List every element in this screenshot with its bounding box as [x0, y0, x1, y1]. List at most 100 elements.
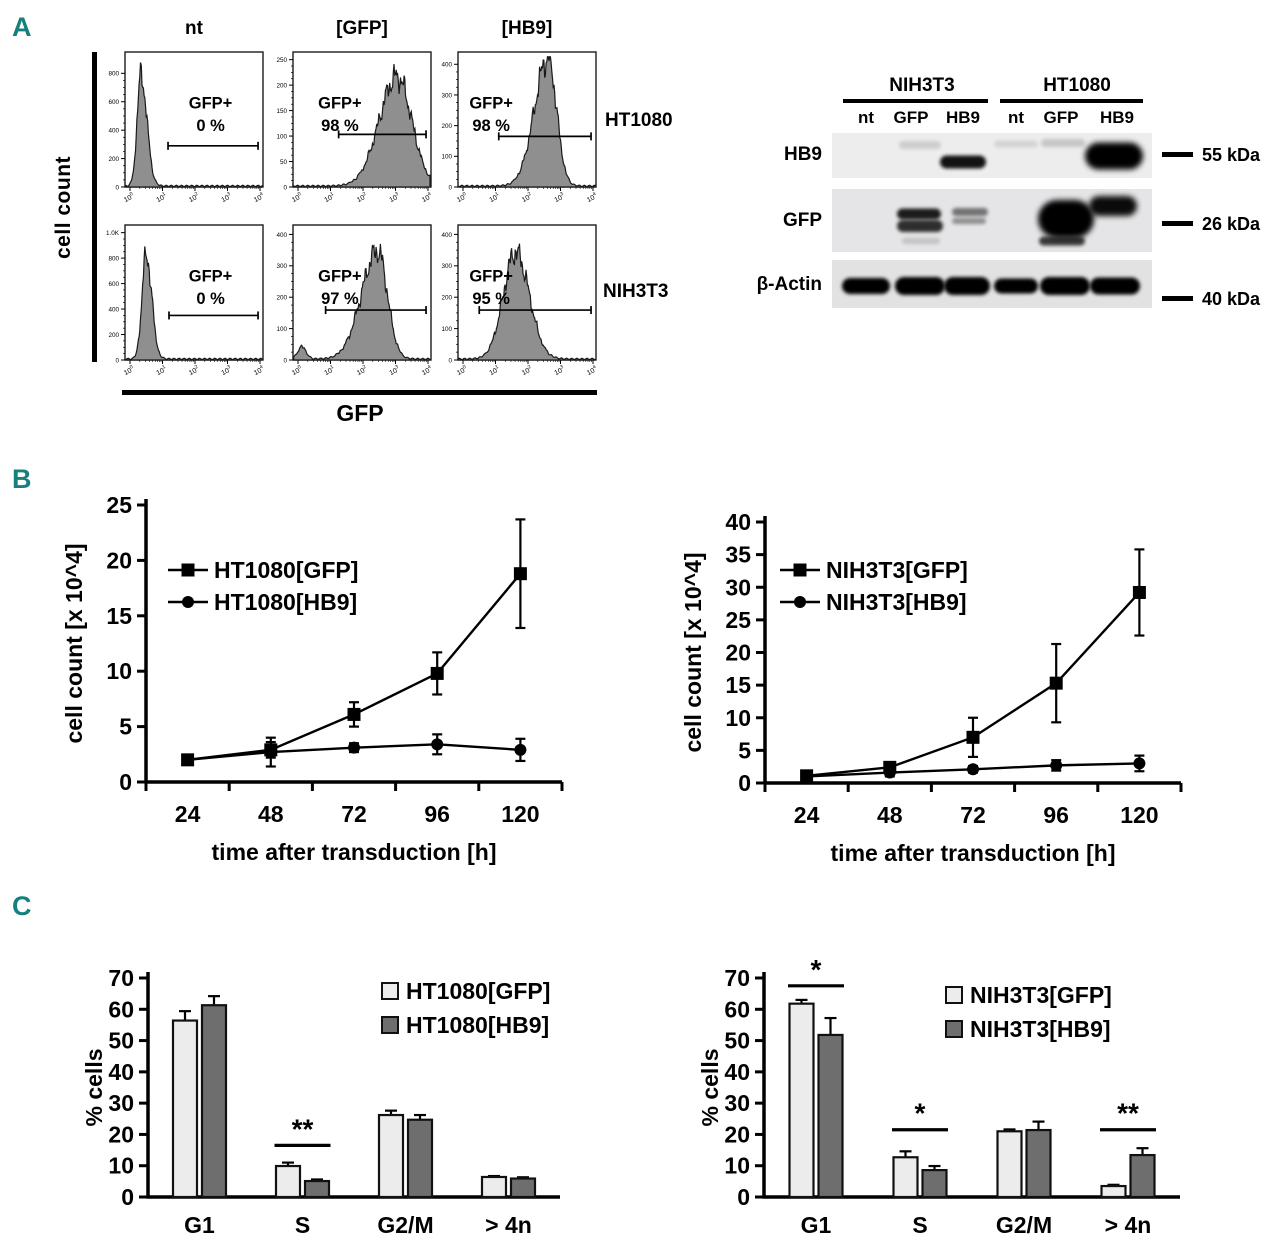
svg-text:48: 48	[877, 802, 903, 828]
svg-text:600: 600	[108, 281, 119, 288]
blot-lane-label-6: HB9	[1099, 108, 1135, 127]
blot-lane-label-1: nt	[857, 108, 875, 127]
svg-text:G1: G1	[801, 1212, 832, 1238]
flow-x-axis-bar	[122, 390, 597, 395]
svg-text:98 %: 98 %	[472, 117, 510, 135]
svg-text:GFP+: GFP+	[318, 268, 362, 286]
svg-text:100: 100	[455, 191, 469, 204]
svg-text:104: 104	[585, 191, 599, 204]
flow-row-label-nih3t3: NIH3T3	[603, 281, 669, 302]
svg-text:200: 200	[108, 156, 119, 163]
svg-text:103: 103	[219, 191, 233, 204]
blot-marker-label-26: 26 kDa	[1202, 214, 1261, 234]
svg-text:time after transduction [h]: time after transduction [h]	[831, 840, 1116, 866]
svg-text:101: 101	[322, 364, 336, 377]
blot-row-label-actin: β-Actin	[756, 274, 822, 295]
blot-membrane-actin	[832, 260, 1152, 308]
svg-text:NIH3T3[GFP]: NIH3T3[GFP]	[970, 982, 1112, 1008]
svg-text:200: 200	[441, 295, 452, 302]
svg-text:100: 100	[441, 154, 452, 161]
svg-text:100: 100	[122, 364, 136, 377]
blot-marker-dash-40	[1162, 296, 1193, 301]
svg-text:NIH3T3[GFP]: NIH3T3[GFP]	[826, 557, 968, 583]
svg-text:104: 104	[252, 191, 266, 204]
blot-group-underline-nih3t3	[843, 99, 988, 103]
panel-a-label: A	[12, 12, 32, 42]
svg-text:800: 800	[108, 71, 119, 78]
svg-text:100: 100	[441, 326, 452, 333]
svg-text:S: S	[912, 1212, 927, 1238]
svg-text:cell count [x 10^4]: cell count [x 10^4]	[61, 543, 87, 743]
svg-text:103: 103	[219, 364, 233, 377]
svg-text:72: 72	[960, 802, 986, 828]
svg-text:800: 800	[108, 256, 119, 263]
svg-text:0: 0	[283, 357, 287, 364]
blot-group-header-ht1080: HT1080	[1043, 75, 1111, 96]
svg-text:*: *	[915, 1098, 926, 1129]
flow-y-axis-label: cell count	[52, 155, 75, 259]
svg-text:103: 103	[552, 364, 566, 377]
svg-text:400: 400	[276, 232, 287, 239]
svg-text:25: 25	[725, 607, 751, 633]
svg-text:97 %: 97 %	[321, 290, 359, 308]
svg-text:30: 30	[725, 574, 751, 600]
svg-text:50: 50	[724, 1028, 750, 1054]
svg-text:100: 100	[276, 133, 287, 140]
flow-col-title-hb9: [HB9]	[501, 18, 553, 39]
svg-text:20: 20	[108, 1121, 134, 1147]
svg-text:102: 102	[355, 364, 369, 377]
svg-text:40: 40	[724, 1059, 750, 1085]
svg-text:0 %: 0 %	[196, 117, 225, 135]
svg-text:30: 30	[724, 1090, 750, 1116]
svg-text:5: 5	[119, 714, 132, 740]
svg-text:20: 20	[106, 547, 132, 573]
svg-text:**: **	[1117, 1098, 1139, 1129]
svg-text:300: 300	[276, 263, 287, 270]
svg-text:1.0K: 1.0K	[106, 230, 120, 237]
svg-text:10: 10	[108, 1153, 134, 1179]
svg-text:10: 10	[106, 658, 132, 684]
svg-text:98 %: 98 %	[321, 117, 359, 135]
svg-text:% cells: % cells	[81, 1049, 107, 1127]
svg-text:HT1080[GFP]: HT1080[GFP]	[406, 978, 550, 1004]
flow-y-axis-bar	[92, 52, 97, 362]
svg-text:100: 100	[276, 326, 287, 333]
svg-text:104: 104	[252, 364, 266, 377]
svg-text:24: 24	[175, 801, 201, 827]
svg-text:GFP+: GFP+	[469, 268, 513, 286]
svg-text:> 4n: > 4n	[485, 1212, 532, 1238]
svg-text:G2/M: G2/M	[996, 1212, 1052, 1238]
flow-col-title-nt: nt	[185, 18, 203, 39]
svg-text:GFP+: GFP+	[189, 268, 233, 286]
svg-text:10: 10	[725, 705, 751, 731]
blot-lane-label-3: HB9	[945, 108, 981, 127]
svg-text:S: S	[295, 1212, 310, 1238]
svg-text:100: 100	[290, 364, 304, 377]
svg-text:250: 250	[276, 57, 287, 64]
svg-text:20: 20	[725, 640, 751, 666]
svg-text:30: 30	[108, 1090, 134, 1116]
blot-group-header-nih3t3: NIH3T3	[889, 75, 955, 96]
svg-text:103: 103	[387, 191, 401, 204]
svg-text:96: 96	[424, 801, 450, 827]
svg-text:40: 40	[725, 509, 751, 535]
svg-text:40: 40	[108, 1059, 134, 1085]
svg-text:25: 25	[106, 492, 132, 518]
blot-row-label-hb9: HB9	[783, 144, 822, 165]
blot-marker-label-40: 40 kDa	[1202, 289, 1261, 309]
panel-b-label: B	[12, 464, 32, 494]
svg-text:GFP+: GFP+	[469, 95, 513, 113]
svg-text:70: 70	[724, 965, 750, 991]
svg-text:103: 103	[387, 364, 401, 377]
svg-text:200: 200	[108, 332, 119, 339]
svg-text:48: 48	[258, 801, 284, 827]
svg-text:0: 0	[737, 1184, 750, 1210]
svg-text:24: 24	[794, 802, 820, 828]
blot-membrane-hb9	[832, 133, 1152, 178]
svg-text:0: 0	[448, 184, 452, 191]
blot-marker-dash-26	[1162, 221, 1193, 226]
